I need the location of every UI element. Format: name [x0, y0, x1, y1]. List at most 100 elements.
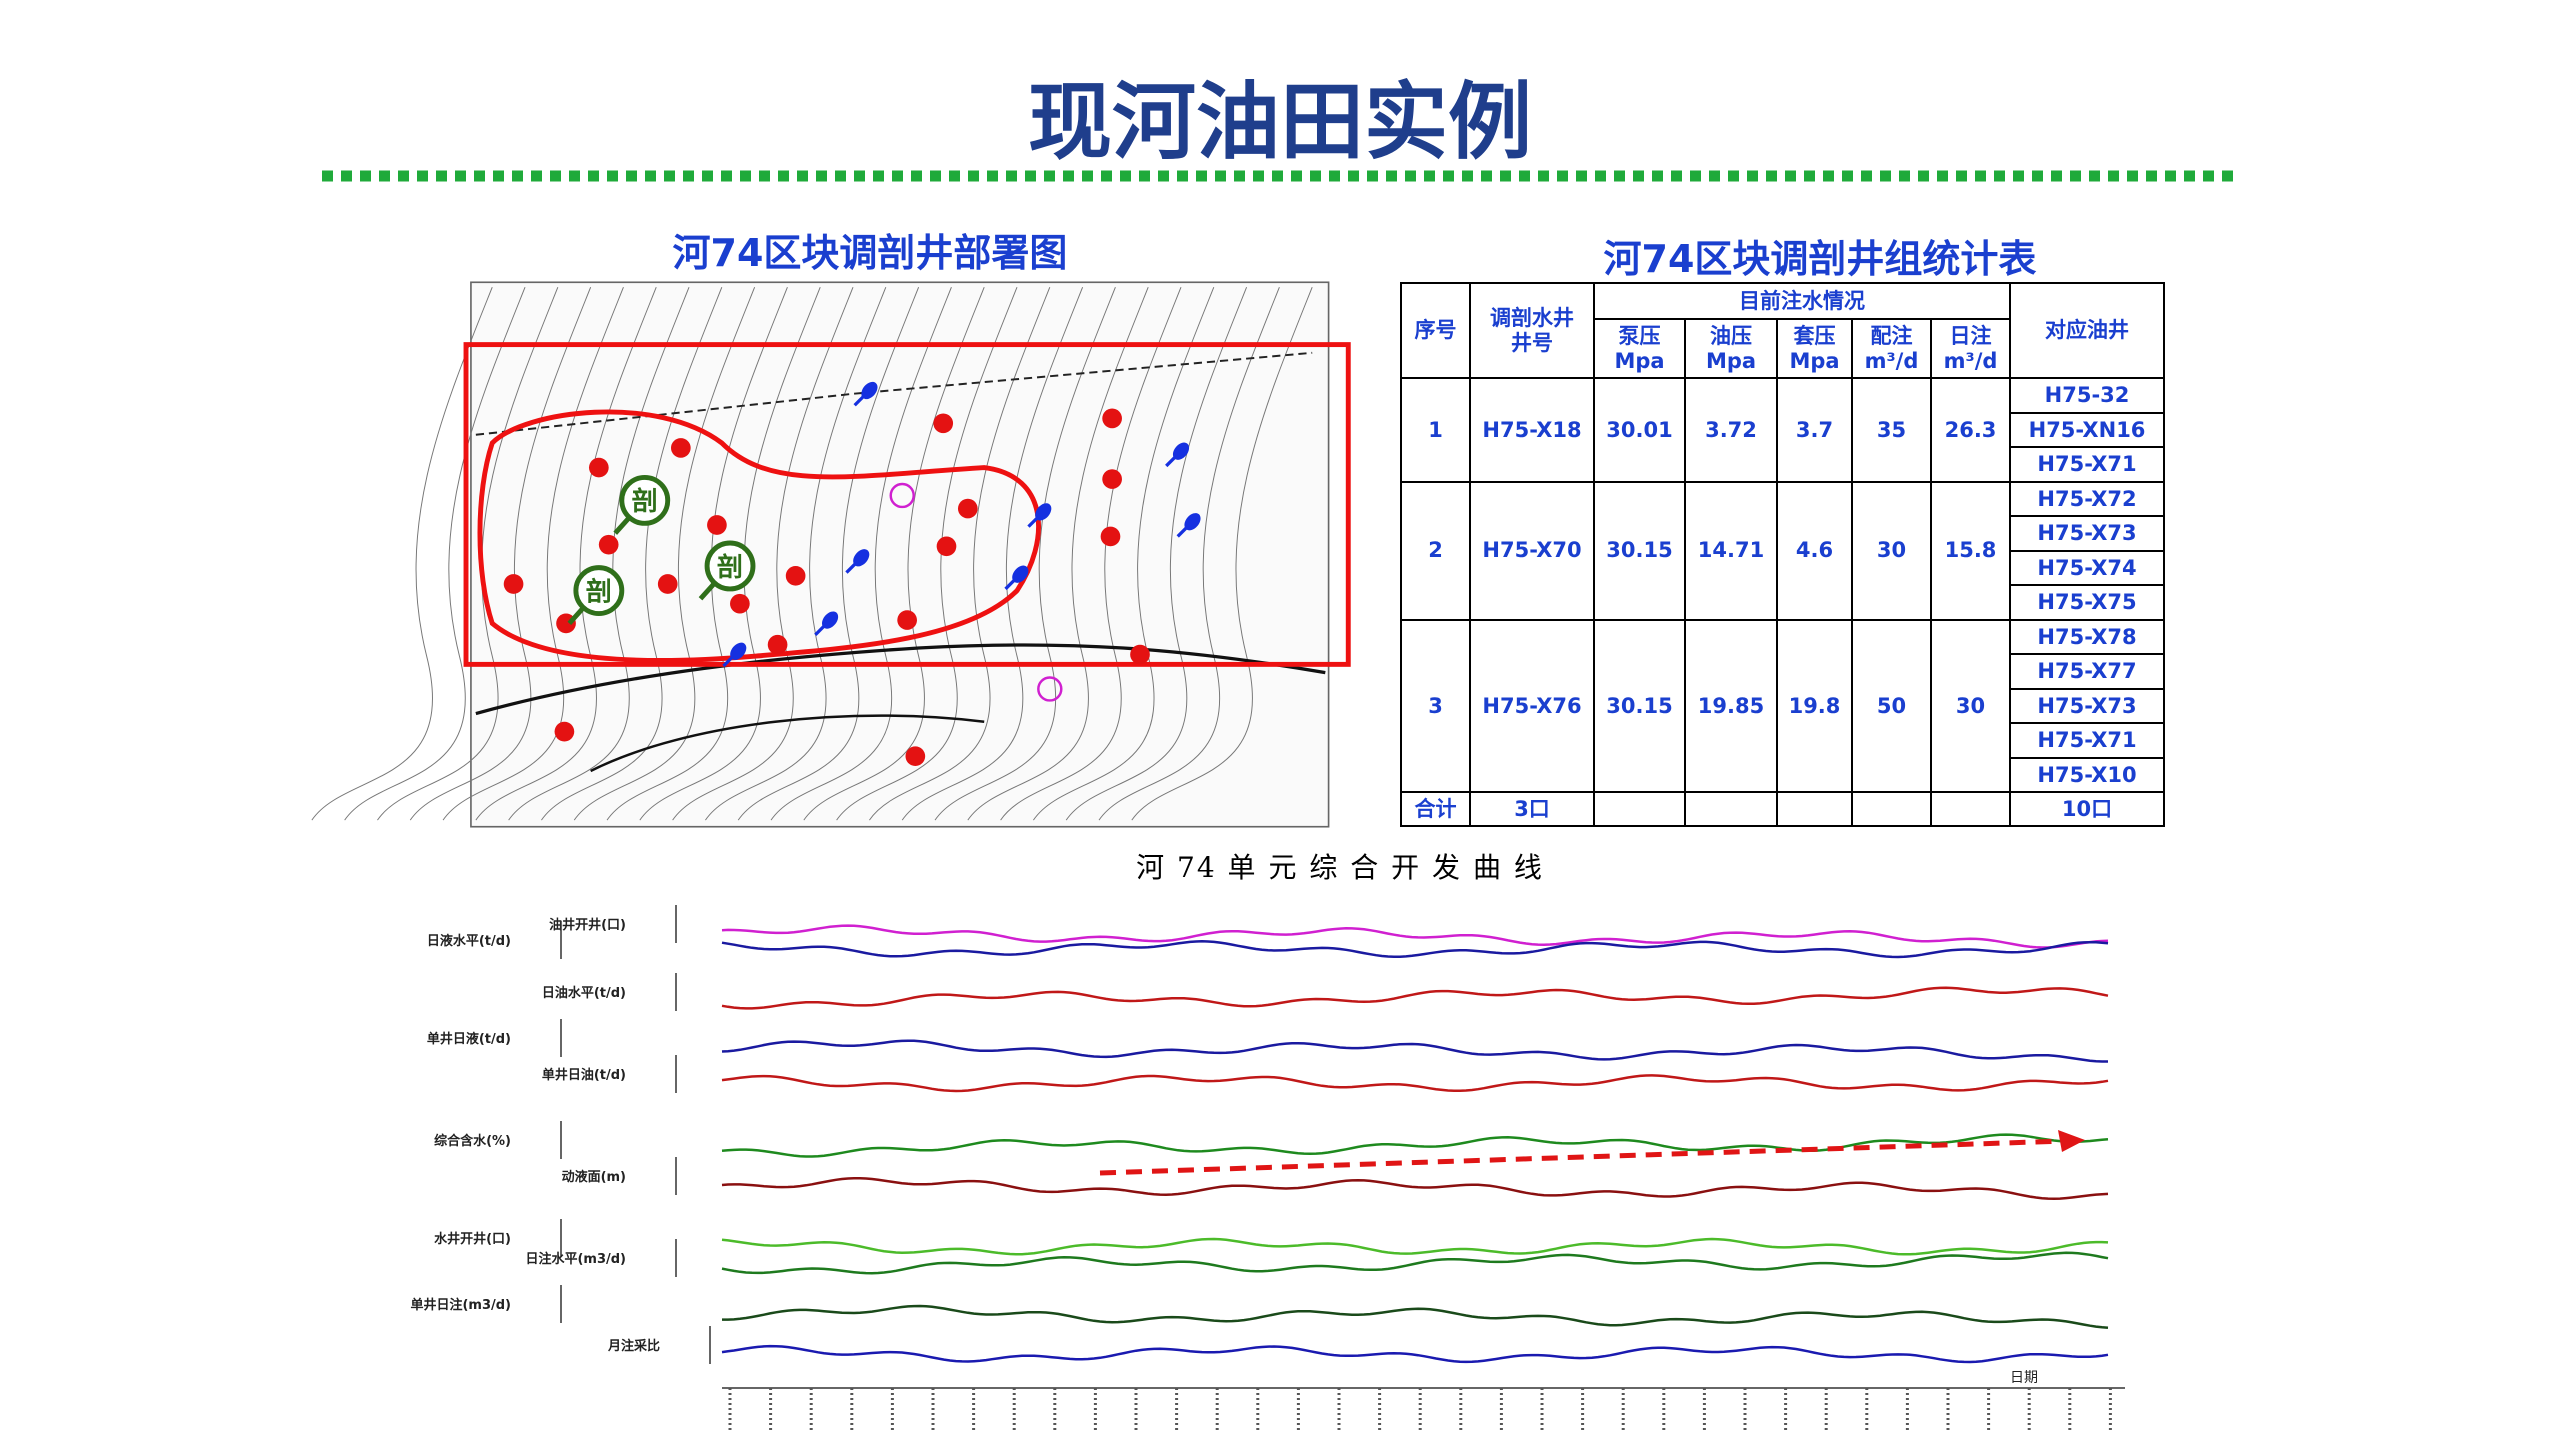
oil-well [936, 536, 957, 557]
table-cell: 油压 Mpa [1684, 318, 1778, 379]
table-cell: 合计 [1400, 791, 1471, 827]
map-frame [470, 281, 1330, 828]
map-title: 河74区块调剖井部署图 [672, 231, 1068, 275]
table-cell: 26.3 [1929, 377, 2012, 483]
table-cell: 目前注水情况 [1592, 282, 2012, 320]
row-label: 日注水平(m3/d) [525, 1251, 626, 1267]
table-cell: 19.8 [1776, 618, 1853, 793]
table-cell: 30.01 [1593, 377, 1686, 483]
table-cell: 泵压 Mpa [1593, 318, 1686, 379]
table-cell: 14.71 [1684, 480, 1778, 621]
oil-well [670, 438, 691, 458]
table-cell: 3.7 [1776, 377, 1853, 483]
arrow [853, 389, 871, 407]
curve [721, 1344, 2109, 1364]
oil-well [1102, 408, 1122, 429]
oil-well [767, 634, 788, 655]
oil-well [897, 610, 917, 630]
cell-line: 油压 [1710, 324, 1752, 349]
table-cell: 30 [1851, 480, 1932, 621]
curve [721, 986, 2109, 1010]
cell-line: Mpa [1614, 348, 1665, 373]
table-cell: 3 [1400, 618, 1471, 793]
table-cell [1851, 791, 1932, 827]
table-cell: H75-X70 [1469, 480, 1595, 621]
cell-line: 调剖水井 [1490, 306, 1574, 331]
marker-label: 剖 [586, 576, 612, 607]
arrow [722, 650, 740, 668]
map: 剖剖剖 [311, 281, 1351, 828]
contour [606, 287, 788, 821]
contour [770, 287, 952, 821]
table-cell: 30.15 [1593, 618, 1686, 793]
table-row: H75-X73 [1401, 515, 2166, 552]
table-row: 1 H75-X18 30.01 3.72 3.7 35 26.3 H75-32 [1400, 377, 2166, 483]
oil-well [1130, 644, 1150, 665]
curve [721, 1237, 2109, 1256]
table-cell: 1 [1400, 377, 1471, 483]
trend-arrowhead [2058, 1130, 2085, 1152]
table-row: H75-X71 [1401, 722, 2166, 759]
table-cell: H75-X76 [1469, 618, 1595, 793]
profile-markers: 剖剖剖 [567, 474, 756, 626]
cell-line: Mpa [1705, 348, 1757, 373]
curve [721, 1251, 2109, 1275]
cell-line: 套压 [1793, 324, 1836, 349]
contour [967, 287, 1149, 821]
row-label: 单井日油(t/d) [542, 1067, 626, 1083]
table-row: H75-X10 [1401, 756, 2166, 793]
table-cell: H75-X73 [2009, 687, 2166, 724]
well-symbol [889, 482, 915, 509]
marker-circle [619, 474, 671, 526]
oil-well [933, 413, 954, 434]
table-row: 合计 3口 10口 [1400, 791, 2166, 827]
table-cell: 4.6 [1776, 480, 1853, 621]
row-label: 综合含水(%) [434, 1133, 511, 1149]
arrow [845, 556, 863, 574]
table-cell: 调剖水井 井号 [1469, 282, 1595, 379]
contour [836, 287, 1018, 821]
table-cell: 3口 [1469, 791, 1595, 827]
arrow [1027, 510, 1045, 528]
table-cell: H75-X72 [2009, 480, 2166, 517]
table-cell: 3.72 [1684, 377, 1778, 483]
table-row: H75-X71 [1401, 446, 2166, 483]
table-cell: 19.85 [1684, 618, 1778, 793]
contour [344, 287, 526, 821]
table-cell: H75-X71 [2009, 446, 2166, 483]
contour [377, 287, 559, 821]
table-cell: 套压 Mpa [1776, 318, 1853, 379]
water-wells [722, 381, 1201, 668]
fault [475, 351, 1313, 436]
contour [1065, 287, 1248, 821]
cell-line: Mpa [1789, 348, 1840, 373]
well-symbol [1037, 676, 1063, 702]
table-cell: H75-X74 [2009, 549, 2166, 586]
oil-wells [503, 408, 1150, 767]
table-title: 河74区块调剖井组统计表 [1603, 237, 2037, 281]
zone-box [463, 342, 1351, 667]
table-cell: H75-X78 [2009, 618, 2166, 655]
contour [901, 287, 1084, 821]
cell-line: 日注 [1949, 324, 1992, 349]
contour [573, 287, 756, 821]
slide-title: 现河油田实例 [1027, 73, 1532, 171]
cell-line: m³/d [1864, 348, 1919, 373]
curve-title: 河 74 单 元 综 合 开 发 曲 线 [1136, 851, 1544, 884]
oil-well [1100, 526, 1121, 547]
x-label: 日期 [2010, 1370, 2038, 1386]
curve [721, 1133, 2109, 1158]
table-row: H75-X75 [1401, 584, 2166, 621]
arrow [1176, 520, 1194, 538]
row-label: 单井日液(t/d) [427, 1031, 511, 1047]
oil-well [589, 457, 609, 478]
table-cell: 配注 m³/d [1851, 318, 1932, 379]
table-row: 3 H75-X76 30.15 19.85 19.8 50 30 H75-X78 [1400, 618, 2166, 793]
table-cell: H75-X10 [2009, 756, 2166, 793]
marker-label: 剖 [632, 486, 658, 517]
table-row: 序号 调剖水井 井号 目前注水情况 对应油井 [1400, 282, 2166, 379]
table-cell: 对应油井 [2009, 282, 2166, 379]
